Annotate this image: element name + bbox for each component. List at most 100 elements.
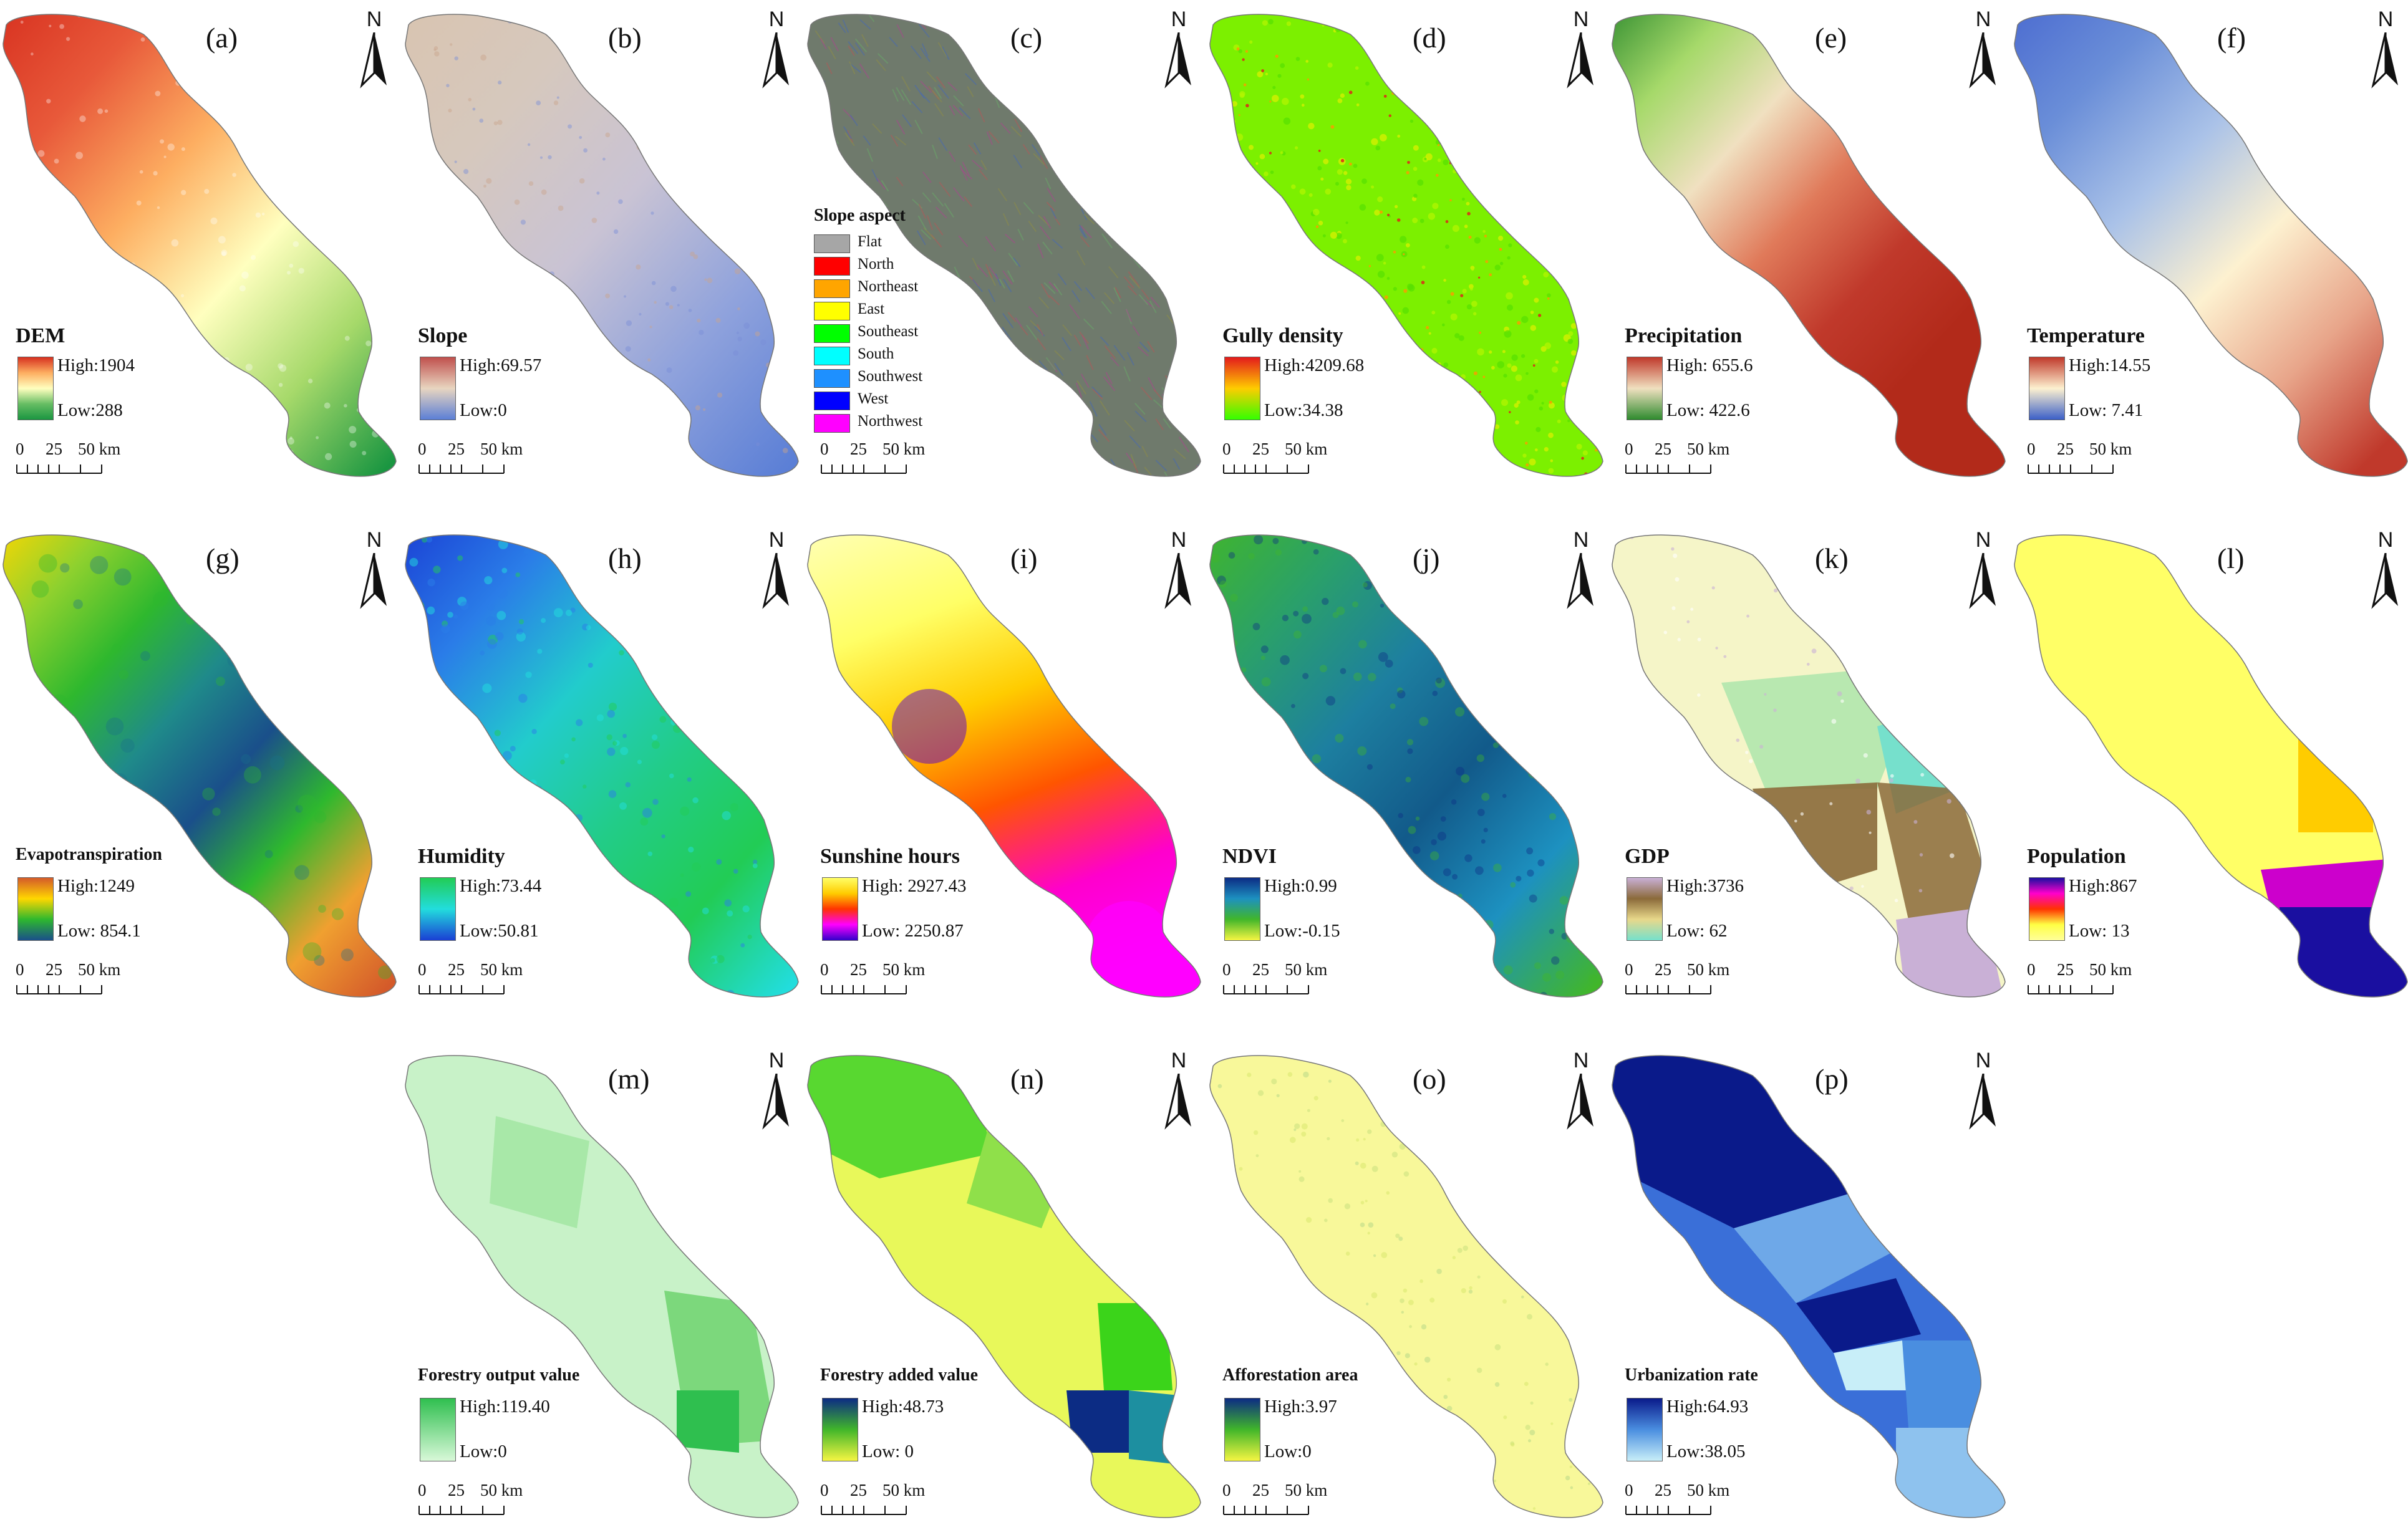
legend-class-label: West — [858, 390, 888, 408]
scale-bar-label: 25 — [2057, 960, 2074, 979]
north-letter: N — [1961, 1049, 2005, 1073]
scale-bar-label: 25 — [1252, 960, 1269, 979]
north-arrow-icon: N — [1961, 528, 2005, 609]
scale-bar-label: 50 km — [480, 960, 523, 979]
scale-bar-label: 0 — [418, 960, 427, 979]
scale-bar-label: 50 km — [2089, 960, 2132, 979]
north-arrow-icon: N — [755, 7, 798, 89]
scale-bar-label: 50 km — [1285, 960, 1327, 979]
legend-high-label: High:119.40 — [460, 1397, 550, 1417]
north-arrow-icon: N — [755, 528, 798, 609]
north-arrow-icon: N — [352, 7, 396, 89]
legend-low-label: Low:288 — [57, 400, 123, 421]
watershed-map — [0, 0, 399, 499]
legend-high-label: High:1904 — [57, 355, 135, 376]
scale-bar-label: 25 — [850, 960, 867, 979]
legend-low-label: Low:0 — [460, 1441, 507, 1462]
legend-low-label: Low:50.81 — [460, 921, 538, 941]
legend-high-label: High:1249 — [57, 876, 135, 897]
watershed-map — [2011, 0, 2408, 499]
north-letter: N — [352, 7, 396, 32]
map-fill — [1207, 0, 1606, 499]
scale-bar-label: 25 — [46, 440, 62, 459]
legend-swatch — [814, 392, 850, 410]
panel-label: (c) — [1010, 21, 1042, 54]
legend-high-label: High:69.57 — [460, 355, 541, 376]
scale-bar-label: 50 km — [1687, 1481, 1729, 1500]
scale-bar-label: 0 — [1625, 1481, 1633, 1500]
legend-title: Urbanization rate — [1625, 1365, 1758, 1385]
legend-title: Gully density — [1222, 324, 1343, 348]
legend-high-label: High:4209.68 — [1264, 355, 1364, 376]
panel-label: (f) — [2217, 21, 2246, 54]
map-fill — [1609, 0, 2008, 499]
legend-title: Slope aspect — [814, 206, 906, 226]
north-arrow-icon: N — [1157, 528, 1201, 609]
legend-color-ramp — [822, 1398, 858, 1461]
scale-bar-label: 25 — [448, 960, 465, 979]
legend-low-label: Low: 62 — [1666, 921, 1727, 941]
legend-color-ramp — [17, 357, 54, 420]
legend-color-ramp — [420, 357, 456, 420]
legend-low-label: Low: 422.6 — [1666, 400, 1750, 421]
scale-bar-label: 25 — [850, 1481, 867, 1500]
scale-bar-label: 50 km — [1285, 1481, 1327, 1500]
panel-label: (l) — [2217, 542, 2244, 575]
north-arrow-icon: N — [1559, 7, 1603, 89]
legend-color-ramp — [420, 877, 456, 941]
watershed-map — [805, 1041, 1204, 1540]
north-letter: N — [352, 528, 396, 552]
north-letter: N — [755, 7, 798, 32]
legend-high-label: High:0.99 — [1264, 876, 1337, 897]
north-letter: N — [1559, 528, 1603, 552]
north-arrow-icon: N — [1961, 7, 2005, 89]
legend-high-label: High: 2927.43 — [862, 876, 967, 897]
watershed-map — [0, 521, 399, 1019]
north-arrow-icon: N — [1157, 7, 1201, 89]
scale-bar-label: 50 km — [2089, 440, 2132, 459]
legend-color-ramp — [1224, 877, 1260, 941]
scale-bar-label: 25 — [448, 440, 465, 459]
legend-swatch — [814, 347, 850, 365]
map-fill — [0, 521, 399, 1019]
legend-title: Temperature — [2027, 324, 2145, 348]
map-fill — [2011, 0, 2408, 499]
panel-label: (p) — [1815, 1062, 1849, 1095]
legend-color-ramp — [420, 1398, 456, 1461]
map-fill — [402, 0, 801, 499]
watershed-map — [402, 0, 801, 499]
legend-low-label: Low: 13 — [2069, 921, 2129, 941]
legend-high-label: High:73.44 — [460, 876, 541, 897]
north-letter: N — [755, 528, 798, 552]
map-fill — [805, 1041, 1204, 1540]
legend-color-ramp — [1224, 357, 1260, 420]
scale-bar-label: 50 km — [882, 1481, 925, 1500]
legend-high-label: High: 655.6 — [1666, 355, 1753, 376]
legend-title: Sunshine hours — [820, 845, 960, 869]
legend-color-ramp — [1224, 1398, 1260, 1461]
watershed-map — [1207, 0, 1606, 499]
scale-bar-label: 0 — [2027, 440, 2036, 459]
map-fill — [1207, 521, 1606, 1019]
panel-label: (o) — [1413, 1062, 1446, 1095]
panel-label: (m) — [608, 1062, 649, 1095]
legend-title: Evapotranspiration — [16, 845, 162, 865]
scale-bar-label: 50 km — [78, 960, 120, 979]
north-letter: N — [2364, 528, 2407, 552]
panel-label: (b) — [608, 21, 642, 54]
legend-low-label: Low:-0.15 — [1264, 921, 1340, 941]
legend-high-label: High:3.97 — [1264, 1397, 1337, 1417]
scale-bar-label: 0 — [1625, 960, 1633, 979]
